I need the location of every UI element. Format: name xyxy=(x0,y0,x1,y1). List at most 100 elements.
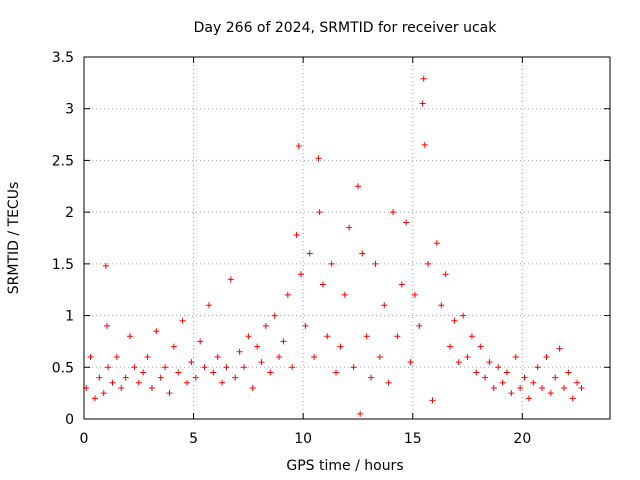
data-point xyxy=(311,353,318,360)
data-point xyxy=(100,390,107,397)
x-tick-label: 15 xyxy=(404,431,422,447)
data-point xyxy=(420,75,427,82)
data-point xyxy=(433,240,440,247)
data-point xyxy=(223,364,230,371)
data-point xyxy=(419,100,426,107)
data-point xyxy=(179,317,186,324)
data-point xyxy=(289,364,296,371)
data-point xyxy=(477,343,484,350)
data-point xyxy=(105,364,112,371)
data-point xyxy=(508,390,515,397)
data-point xyxy=(574,379,581,386)
data-point xyxy=(578,384,585,391)
data-point xyxy=(276,353,283,360)
data-point xyxy=(425,260,432,267)
data-point xyxy=(262,322,269,329)
y-tick-label: 3.5 xyxy=(52,50,74,66)
data-point xyxy=(407,359,414,366)
y-tick-label: 1 xyxy=(65,309,74,325)
data-point xyxy=(359,250,366,257)
data-point xyxy=(87,353,94,360)
data-point xyxy=(363,333,370,340)
data-point xyxy=(162,364,169,371)
data-point xyxy=(280,338,287,345)
data-point xyxy=(104,322,111,329)
y-tick-label: 2 xyxy=(65,205,74,221)
data-point xyxy=(490,384,497,391)
data-point xyxy=(495,364,502,371)
data-point xyxy=(337,343,344,350)
data-point xyxy=(91,395,98,402)
data-point xyxy=(109,379,116,386)
data-point xyxy=(346,224,353,231)
x-tick-label: 10 xyxy=(294,431,312,447)
data-point xyxy=(421,141,428,148)
data-point xyxy=(416,322,423,329)
data-point xyxy=(306,250,313,257)
data-points xyxy=(83,75,585,417)
data-point xyxy=(381,302,388,309)
data-point xyxy=(135,379,142,386)
data-point xyxy=(131,364,138,371)
data-point xyxy=(249,384,256,391)
data-point xyxy=(429,397,436,404)
data-point xyxy=(341,291,348,298)
data-point xyxy=(157,374,164,381)
data-point xyxy=(464,353,471,360)
data-point xyxy=(411,291,418,298)
data-point xyxy=(357,410,364,417)
data-point xyxy=(398,281,405,288)
data-point xyxy=(205,302,212,309)
data-point xyxy=(127,333,134,340)
data-point xyxy=(403,219,410,226)
data-point xyxy=(214,353,221,360)
data-point xyxy=(460,312,467,319)
data-point xyxy=(376,353,383,360)
data-point xyxy=(293,231,300,238)
data-point xyxy=(503,369,510,376)
data-point xyxy=(368,374,375,381)
data-point xyxy=(140,369,147,376)
data-point xyxy=(451,317,458,324)
data-point xyxy=(539,384,546,391)
data-point xyxy=(350,364,357,371)
data-point xyxy=(122,374,129,381)
data-point xyxy=(197,338,204,345)
data-point xyxy=(394,333,401,340)
data-point xyxy=(525,395,532,402)
data-point xyxy=(333,369,340,376)
data-point xyxy=(552,374,559,381)
data-point xyxy=(170,343,177,350)
data-point xyxy=(166,390,173,397)
data-point xyxy=(482,374,489,381)
data-point xyxy=(316,209,323,216)
data-point xyxy=(188,359,195,366)
x-tick-label: 20 xyxy=(513,431,531,447)
data-point xyxy=(295,142,302,149)
data-point xyxy=(512,353,519,360)
data-point xyxy=(232,374,239,381)
y-tick-label: 2.5 xyxy=(52,153,74,169)
data-point xyxy=(560,384,567,391)
data-point xyxy=(328,260,335,267)
data-point xyxy=(354,183,361,190)
data-point xyxy=(184,379,191,386)
data-point xyxy=(210,369,217,376)
data-point xyxy=(547,390,554,397)
data-point xyxy=(385,379,392,386)
data-point xyxy=(148,384,155,391)
x-tick-label: 0 xyxy=(80,431,89,447)
data-point xyxy=(175,369,182,376)
data-point xyxy=(438,302,445,309)
y-axis-label: SRMTID / TECUs xyxy=(6,182,22,295)
data-point xyxy=(534,364,541,371)
data-point xyxy=(442,271,449,278)
data-point xyxy=(468,333,475,340)
data-point xyxy=(284,291,291,298)
data-point xyxy=(473,369,480,376)
data-point xyxy=(530,379,537,386)
data-point xyxy=(302,322,309,329)
grid-lines xyxy=(84,57,610,419)
data-point xyxy=(319,281,326,288)
